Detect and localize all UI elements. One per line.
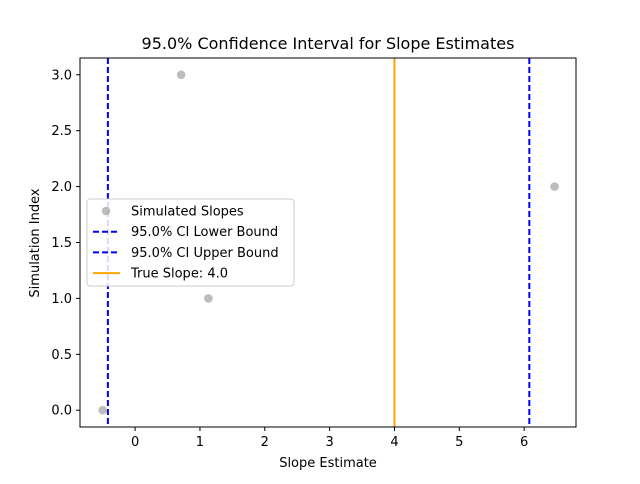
legend-label-3: 95.0% CI Upper Bound	[131, 246, 279, 261]
legend-label-1: Simulated Slopes	[131, 205, 244, 220]
chart-title: 95.0% Confidence Interval for Slope Esti…	[142, 34, 515, 53]
legend-label-4: True Slope: 4.0	[130, 267, 228, 282]
legend-label-2: 95.0% CI Lower Bound	[131, 225, 278, 240]
x-tick-label: 6	[520, 435, 528, 450]
scatter-point-4	[176, 70, 186, 80]
legend-box	[86, 198, 295, 287]
plot-area: 0 1 2 3 4 5 6 0.0 0.5 1.0 1.5 2.0 2.5 3.0	[51, 57, 577, 450]
y-tick-label: 2.0	[51, 180, 72, 195]
y-tick-label: 1.0	[51, 292, 72, 307]
y-tick-label: 1.5	[51, 236, 72, 251]
scatter-point-1	[98, 405, 107, 415]
x-axis-label: Slope Estimate	[279, 456, 377, 471]
x-tick-label: 4	[390, 435, 398, 450]
x-tick-label: 3	[325, 435, 333, 450]
y-tick-label: 0.5	[51, 348, 72, 363]
x-tick-label: 1	[196, 435, 204, 450]
legend: Simulated Slopes 95.0% CI Lower Bound 95.0…	[86, 198, 295, 287]
x-tick-label: 2	[261, 435, 269, 450]
y-tick-label: 2.5	[51, 124, 72, 139]
scatter-point-2	[204, 294, 213, 303]
y-axis-label: Simulation Index	[28, 188, 43, 297]
y-tick-label: 3.0	[51, 68, 72, 83]
x-tick-label: 5	[455, 435, 463, 450]
legend-marker-1	[101, 206, 111, 216]
y-tick-label: 0.0	[51, 404, 72, 419]
scatter-point-3	[550, 182, 559, 191]
x-tick-label: 0	[131, 435, 139, 450]
